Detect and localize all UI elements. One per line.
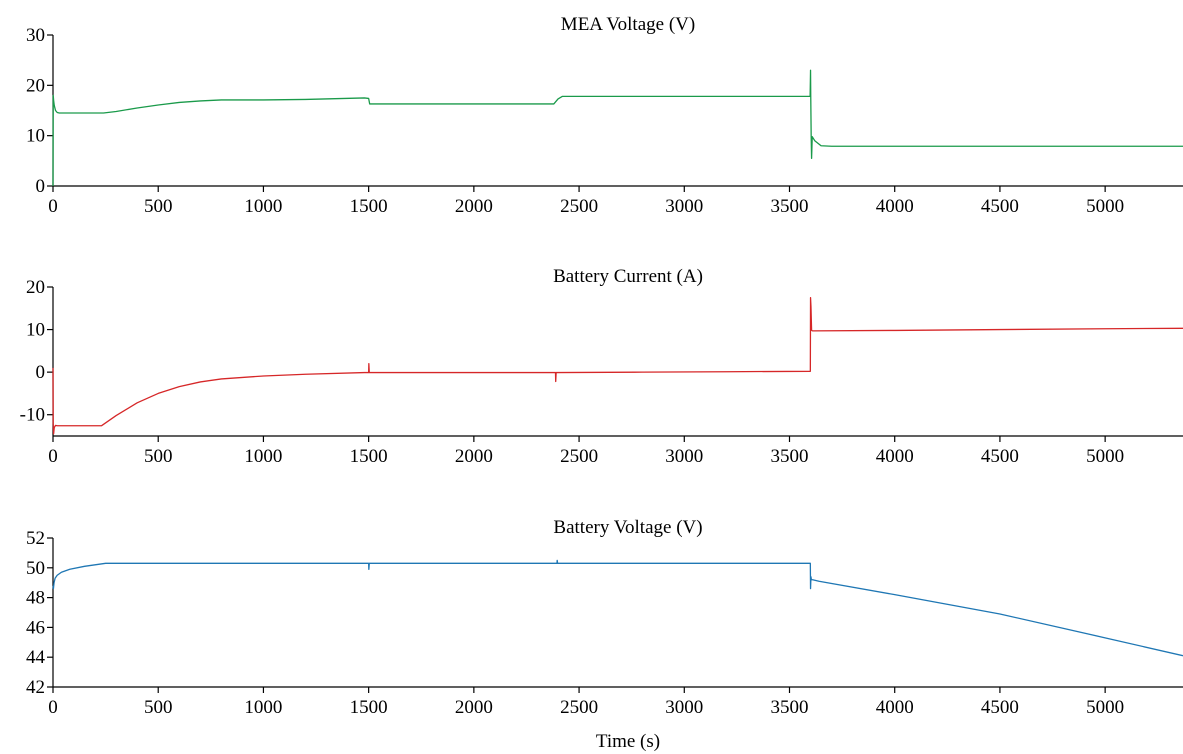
mea-voltage-chart: MEA Voltage (V) 0 10 20 30 0 500 1000 1500 2000 25… bbox=[26, 14, 1183, 217]
battery-current-x-tick-label: 3000 bbox=[665, 446, 703, 467]
battery-voltage-x-tick-label: 500 bbox=[144, 697, 173, 718]
battery-voltage-y-tick-label: 48 bbox=[26, 588, 45, 609]
mea-voltage-x-tick-label: 4500 bbox=[981, 196, 1019, 217]
battery-voltage-y-tick-label: 42 bbox=[26, 677, 45, 698]
battery-voltage-x-tick-label: 3500 bbox=[770, 697, 808, 718]
mea-voltage-y-tick-label: 30 bbox=[26, 25, 45, 46]
mea-voltage-y-tick-label: 10 bbox=[26, 126, 45, 147]
mea-voltage-series-line bbox=[52, 69, 1183, 187]
mea-voltage-x-tick-label: 5000 bbox=[1086, 196, 1124, 217]
battery-current-x-tick-label: 2000 bbox=[455, 446, 493, 467]
battery-current-y-tick-label: 10 bbox=[26, 320, 45, 341]
mea-voltage-x-tick-label: 0 bbox=[48, 196, 58, 217]
battery-current-y-tick-label: 0 bbox=[36, 362, 46, 383]
mea-voltage-y-tick-label: 20 bbox=[26, 75, 45, 96]
battery-current-x-tick-label: 0 bbox=[48, 446, 58, 467]
battery-voltage-x-tick-label: 4000 bbox=[876, 697, 914, 718]
battery-voltage-x-tick-label: 3000 bbox=[665, 697, 703, 718]
battery-voltage-title: Battery Voltage (V) bbox=[553, 517, 702, 538]
mea-voltage-y-tick-label: 0 bbox=[36, 176, 46, 197]
battery-voltage-x-tick-label: 1000 bbox=[244, 697, 282, 718]
mea-voltage-x-tick-label: 2000 bbox=[455, 196, 493, 217]
battery-voltage-x-tick-label: 1500 bbox=[350, 697, 388, 718]
mea-voltage-x-tick-label: 4000 bbox=[876, 196, 914, 217]
battery-current-x-tick-label: 500 bbox=[144, 446, 173, 467]
battery-current-y-tick-label: 20 bbox=[26, 277, 45, 298]
battery-voltage-x-tick-label: 2000 bbox=[455, 697, 493, 718]
battery-voltage-series-line bbox=[52, 559, 1183, 657]
battery-current-x-tick-label: 3500 bbox=[770, 446, 808, 467]
mea-voltage-x-tick-label: 1500 bbox=[350, 196, 388, 217]
battery-voltage-y-tick-label: 50 bbox=[26, 558, 45, 579]
battery-voltage-x-tick-label: 5000 bbox=[1086, 697, 1124, 718]
mea-voltage-x-tick-label: 3000 bbox=[665, 196, 703, 217]
battery-voltage-y-tick-label: 44 bbox=[26, 647, 46, 668]
battery-voltage-x-tick-label: 2500 bbox=[560, 697, 598, 718]
mea-voltage-title: MEA Voltage (V) bbox=[561, 14, 695, 35]
battery-voltage-x-tick-label: 0 bbox=[48, 697, 58, 718]
battery-voltage-x-axis-label: Time (s) bbox=[596, 731, 660, 752]
battery-current-x-tick-label: 2500 bbox=[560, 446, 598, 467]
mea-voltage-x-tick-label: 500 bbox=[144, 196, 173, 217]
battery-current-x-tick-label: 4000 bbox=[876, 446, 914, 467]
battery-voltage-y-tick-label: 46 bbox=[26, 617, 45, 638]
battery-voltage-y-tick-label: 52 bbox=[26, 528, 45, 549]
battery-voltage-chart: Battery Voltage (V) 42 44 46 48 50 52 0 500 1000 1… bbox=[26, 517, 1183, 752]
mea-voltage-x-tick-label: 2500 bbox=[560, 196, 598, 217]
battery-current-y-tick-label: -10 bbox=[20, 405, 45, 426]
mea-voltage-x-tick-label: 1000 bbox=[244, 196, 282, 217]
mea-voltage-x-tick-label: 3500 bbox=[770, 196, 808, 217]
battery-voltage-x-tick-label: 4500 bbox=[981, 697, 1019, 718]
battery-current-x-tick-label: 1500 bbox=[350, 446, 388, 467]
battery-current-series-line bbox=[52, 296, 1183, 435]
battery-current-x-tick-label: 4500 bbox=[981, 446, 1019, 467]
battery-current-x-tick-label: 1000 bbox=[244, 446, 282, 467]
battery-current-x-tick-label: 5000 bbox=[1086, 446, 1124, 467]
battery-current-title: Battery Current (A) bbox=[553, 266, 703, 287]
